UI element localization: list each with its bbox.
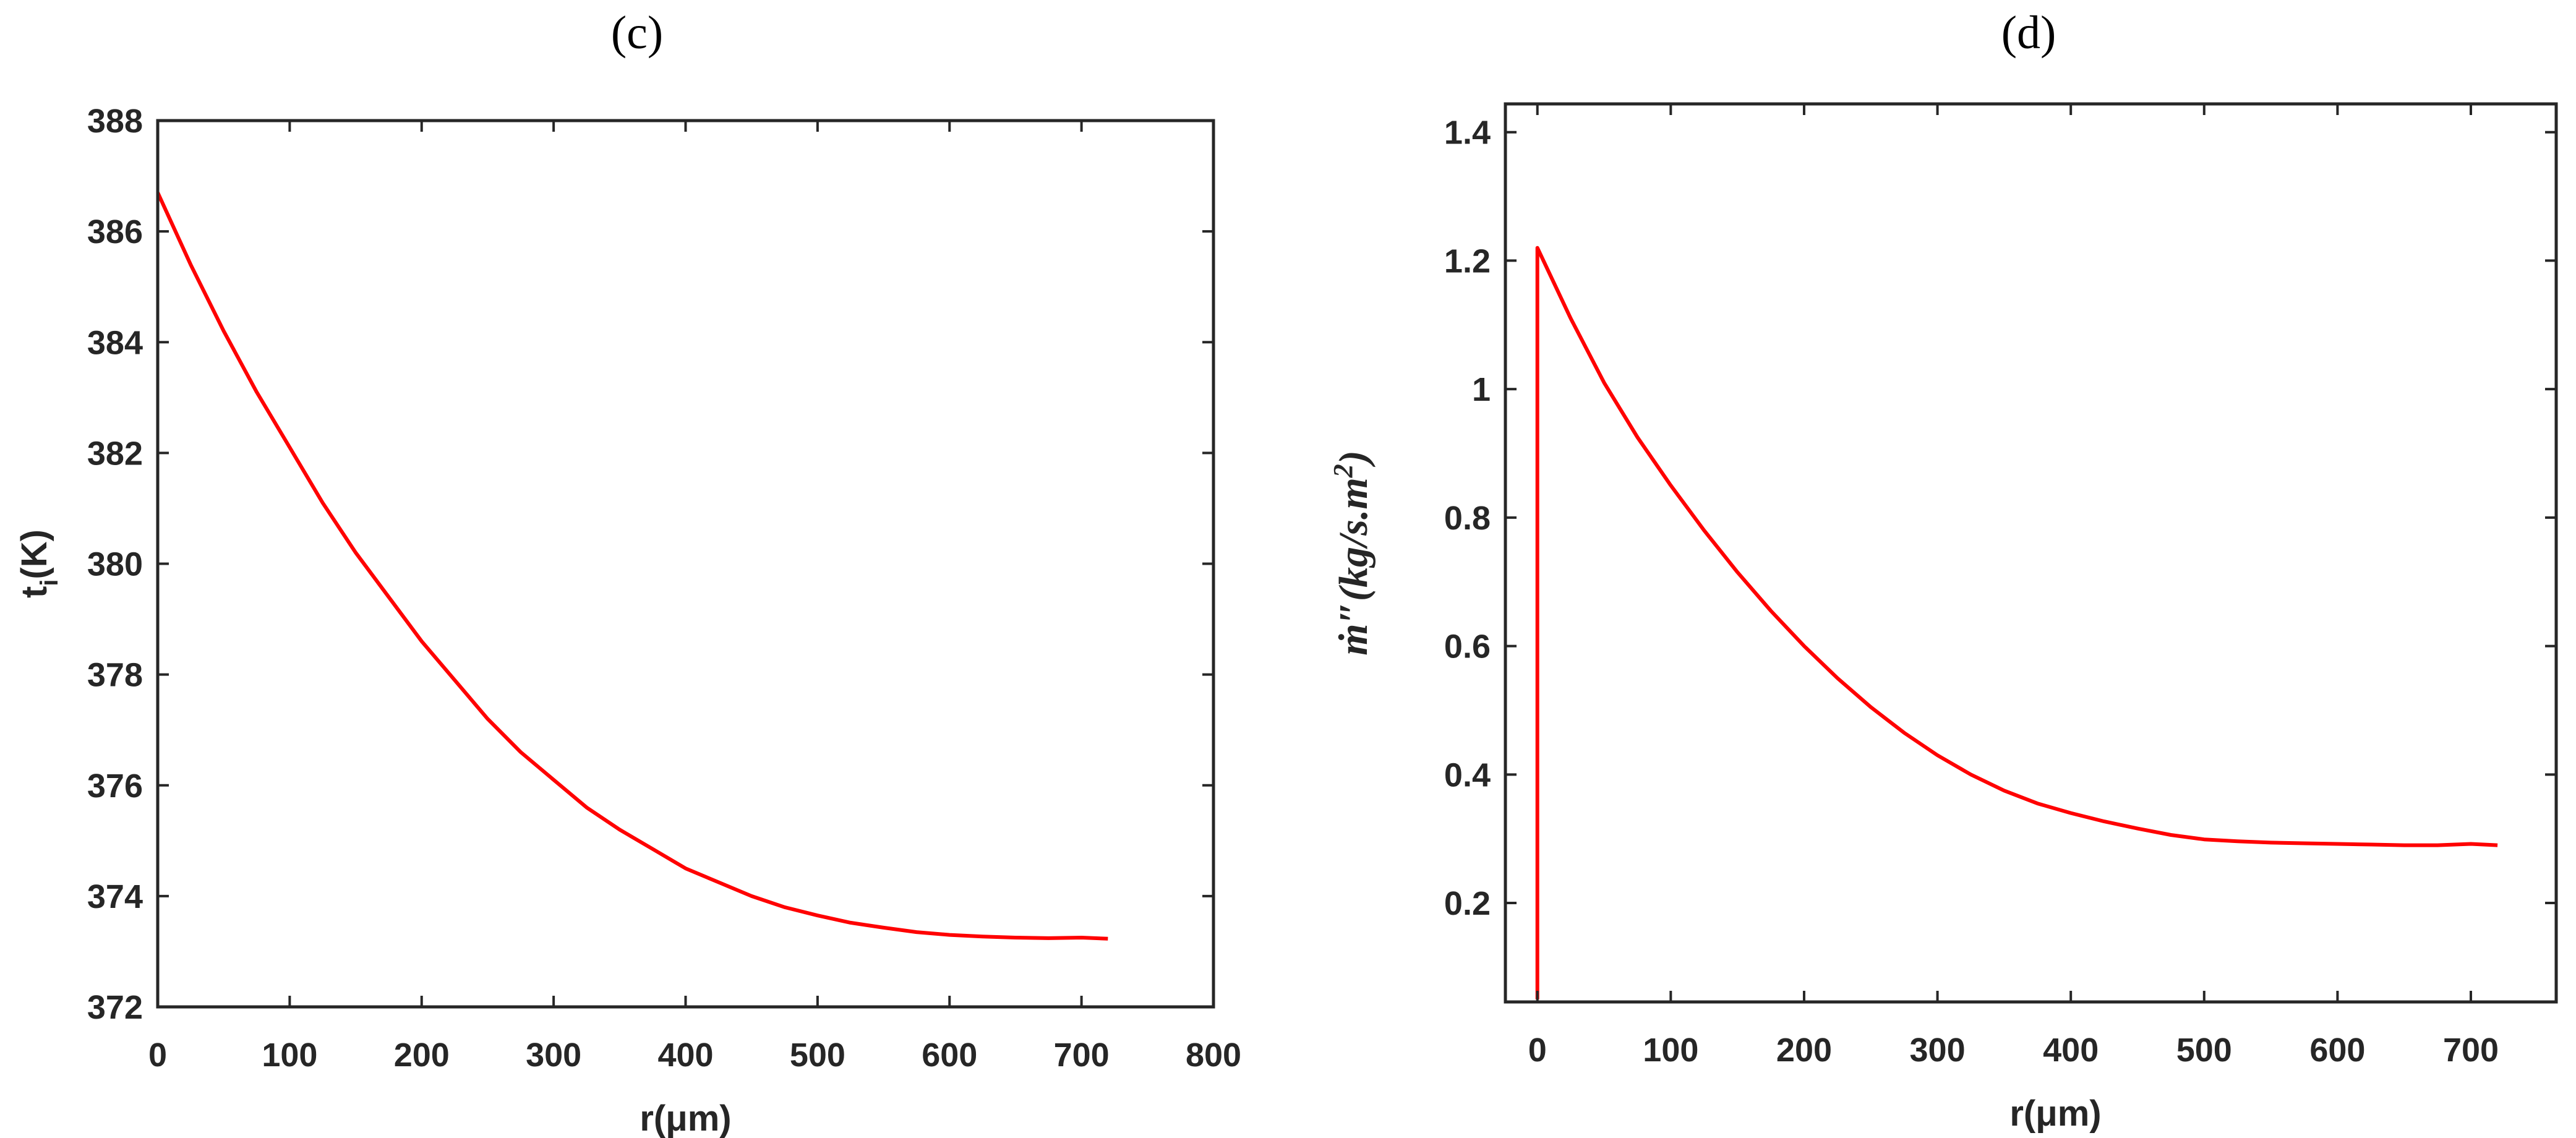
y-tick-label: 388 [87, 103, 143, 140]
y-tick-label: 0.2 [1444, 885, 1491, 922]
x-tick-label: 600 [922, 1037, 977, 1074]
y-tick-label: 1.2 [1444, 242, 1491, 280]
x-tick-label: 100 [262, 1037, 317, 1074]
panel-c: (c) 0 100 200 300 400 500 600 700 800 372 374 376 37… [14, 7, 1241, 1138]
panel-d: (d) 0 100 200 300 400 500 600 700 0.2 0.4 0.6 0.8 1 1… [1299, 0, 2576, 1138]
x-tick-label: 600 [2309, 1032, 2365, 1069]
y-tick-label: 374 [87, 878, 143, 915]
x-axis-label: r(μm) [640, 1098, 731, 1138]
x-tick-label: 400 [657, 1037, 713, 1074]
x-tick-label: 0 [1528, 1032, 1547, 1069]
y-tick-label: 0.4 [1444, 756, 1491, 794]
y-axis-label: ti(K) [14, 529, 63, 598]
y-tick-label: 378 [87, 657, 143, 694]
y-tick-label: 1.4 [1444, 114, 1491, 152]
x-tick-label: 700 [2443, 1032, 2499, 1069]
panel-title-d: (d) [2001, 7, 2056, 59]
x-axis-label: r(μm) [2009, 1093, 2101, 1134]
y-tick-label: 384 [87, 324, 143, 361]
x-tick-label: 300 [526, 1037, 581, 1074]
x-tick-label: 200 [1776, 1032, 1832, 1069]
x-tick-label: 300 [1910, 1032, 1966, 1069]
x-tick-label: 500 [790, 1037, 845, 1074]
data-line-m_dot_flux [1535, 246, 2498, 999]
x-tick-label: 700 [1054, 1037, 1110, 1074]
axes-frame [1504, 102, 2558, 1004]
y-tick-label: 1 [1472, 371, 1491, 408]
y-tick-label: 0.6 [1444, 628, 1491, 665]
axes-frame [156, 119, 1215, 1009]
y-tick-label: 0.8 [1444, 500, 1491, 537]
y-tick-label: 372 [87, 989, 143, 1026]
chart-d-plot: 0 100 200 300 400 500 600 700 0.2 0.4 0.6 0.8 1 1.2 1.… [1328, 102, 2558, 1134]
y-tick-label: 382 [87, 435, 143, 472]
y-axis-label: ṁ″(kg/s.m2) [1328, 450, 1377, 656]
x-tick-label: 800 [1186, 1037, 1241, 1074]
x-tick-label: 200 [394, 1037, 450, 1074]
y-tick-label: 376 [87, 768, 143, 805]
panel-title-c: (c) [610, 7, 664, 59]
y-tick-label: 386 [87, 213, 143, 250]
chart-c-plot: 0 100 200 300 400 500 600 700 800 372 374 376 378 380… [14, 103, 1241, 1138]
x-tick-label: 100 [1643, 1032, 1698, 1069]
y-tick-label: 380 [87, 546, 143, 583]
data-line-t_i [158, 192, 1108, 941]
x-tick-label: 0 [148, 1037, 167, 1074]
x-tick-label: 500 [2176, 1032, 2232, 1069]
x-tick-label: 400 [2043, 1032, 2099, 1069]
